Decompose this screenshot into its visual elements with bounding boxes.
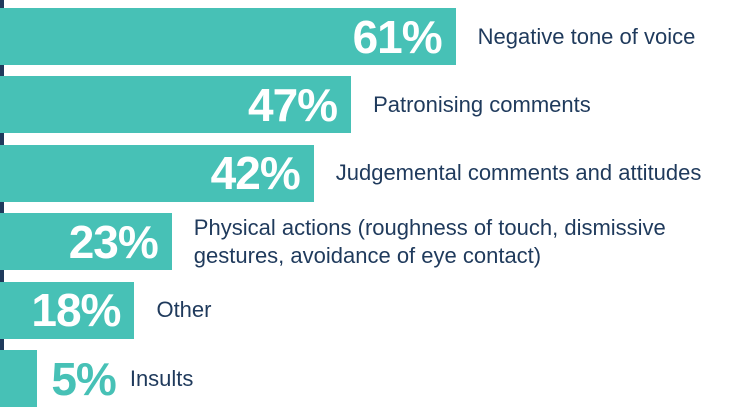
category-label: Insults (129, 365, 194, 391)
bar-row: 23% Physical actions (roughness of touch,… (0, 213, 699, 271)
value-label: 5% (51, 352, 116, 405)
value-label: 42% (210, 147, 301, 200)
bar-row: 42% Judgemental comments and attitudes (0, 144, 702, 202)
bar-row: 18% Other (0, 281, 212, 339)
value-label: 18% (31, 284, 121, 337)
bar: 47% (0, 76, 352, 134)
category-label: Physical actions (roughness of touch, di… (193, 214, 666, 268)
category-label: Negative tone of voice (477, 23, 696, 49)
bar: 18% (0, 281, 135, 339)
value-label: 23% (68, 215, 159, 268)
value-label: 47% (248, 78, 338, 131)
bar-row: 5% Insults (0, 350, 193, 407)
bar: 42% (0, 144, 314, 202)
category-label: Other (156, 297, 212, 323)
bar-row: 47% Patronising comments (0, 76, 591, 134)
value-label: 61% (352, 10, 443, 63)
bar (0, 350, 38, 407)
category-label: Patronising comments (373, 91, 591, 117)
bar-row: 61% Negative tone of voice (0, 8, 695, 65)
bar: 23% (0, 213, 172, 271)
category-label: Judgemental comments and attitudes (335, 160, 702, 186)
bar: 61% (0, 8, 456, 65)
